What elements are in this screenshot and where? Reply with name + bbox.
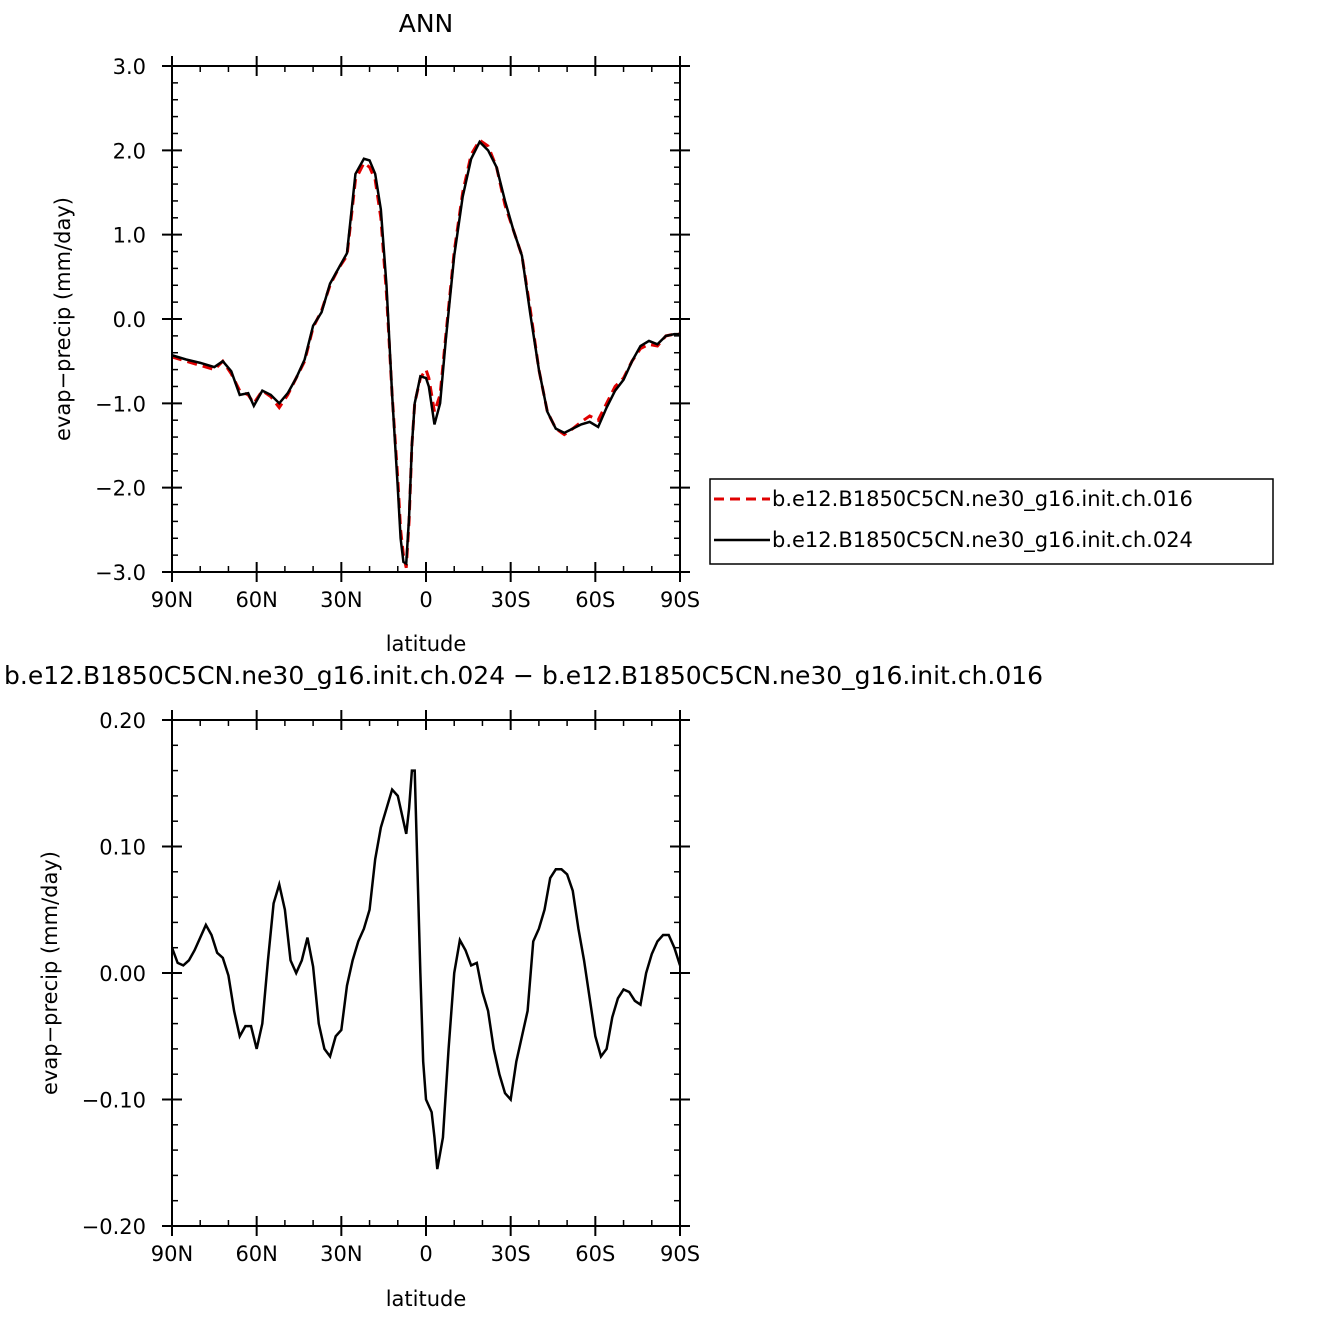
- bottom-x-tick-labels: 90N 60N 30N 0 30S 60S 90S: [151, 1242, 700, 1266]
- bottom-x-tick-label: 90N: [151, 1242, 193, 1266]
- bottom-x-tick-label: 60N: [235, 1242, 277, 1266]
- bottom-y-axis-label: evap−precip (mm/day): [38, 851, 62, 1095]
- legend-label-016: b.e12.B1850C5CN.ne30_g16.init.ch.016: [772, 487, 1193, 512]
- top-y-tick-labels: −3.0 −2.0 −1.0 0.0 1.0 2.0 3.0: [95, 55, 146, 585]
- top-y-tick-label: 3.0: [113, 55, 146, 79]
- top-y-axis-label: evap−precip (mm/day): [51, 197, 75, 441]
- legend-label-024: b.e12.B1850C5CN.ne30_g16.init.ch.024: [772, 528, 1193, 553]
- top-x-tick-label: 90N: [151, 588, 193, 612]
- bottom-y-tick-labels: −0.20 −0.10 0.00 0.10 0.20: [82, 709, 146, 1239]
- top-panel: ANN 90N 60N 30N 0 30S 60S 90S −3.0 −2.0 −1.0 0.0 1…: [51, 9, 1274, 656]
- top-series-line-016: [172, 138, 680, 569]
- top-plot-series: [172, 138, 680, 569]
- bottom-x-axis-label: latitude: [386, 1287, 467, 1311]
- top-x-tick-labels: 90N 60N 30N 0 30S 60S 90S: [151, 588, 700, 612]
- top-y-tick-label: 1.0: [113, 224, 146, 248]
- top-series-line-024: [172, 139, 680, 566]
- bottom-y-tick-label: 0.20: [99, 709, 146, 733]
- top-title: ANN: [399, 9, 454, 38]
- bottom-x-tick-label: 30N: [320, 1242, 362, 1266]
- bottom-x-tick-label: 90S: [660, 1242, 700, 1266]
- legend-box: [709, 478, 1274, 565]
- top-x-tick-label: 60S: [575, 588, 615, 612]
- bottom-y-tick-label: −0.20: [82, 1215, 146, 1239]
- top-x-tick-label: 60N: [235, 588, 277, 612]
- bottom-y-tick-label: 0.10: [99, 836, 146, 860]
- top-x-tick-label: 0: [419, 588, 432, 612]
- bottom-ticks: [162, 710, 690, 1236]
- top-x-tick-label: 30S: [491, 588, 531, 612]
- top-x-tick-label: 90S: [660, 588, 700, 612]
- bottom-difference-line: [172, 769, 680, 1170]
- top-y-tick-label: −3.0: [95, 561, 146, 585]
- bottom-y-tick-label: 0.00: [99, 962, 146, 986]
- top-legend: b.e12.B1850C5CN.ne30_g16.init.ch.016 b.e…: [709, 478, 1274, 565]
- top-ticks: [162, 56, 690, 582]
- top-y-tick-label: 0.0: [113, 308, 146, 332]
- bottom-plot-series: [172, 769, 680, 1170]
- top-x-axis-label: latitude: [386, 632, 467, 656]
- bottom-y-tick-label: −0.10: [82, 1089, 146, 1113]
- bottom-x-tick-label: 60S: [575, 1242, 615, 1266]
- top-y-tick-label: −2.0: [95, 477, 146, 501]
- bottom-panel: b.e12.B1850C5CN.ne30_g16.init.ch.024 − b…: [4, 661, 1043, 1311]
- top-x-tick-label: 30N: [320, 588, 362, 612]
- bottom-x-tick-label: 30S: [491, 1242, 531, 1266]
- top-y-tick-label: −1.0: [95, 392, 146, 416]
- top-y-tick-label: 2.0: [113, 139, 146, 163]
- top-plot-frame: [171, 65, 681, 573]
- bottom-x-tick-label: 0: [419, 1242, 432, 1266]
- bottom-title: b.e12.B1850C5CN.ne30_g16.init.ch.024 − b…: [4, 661, 1043, 690]
- bottom-plot-frame: [171, 719, 681, 1227]
